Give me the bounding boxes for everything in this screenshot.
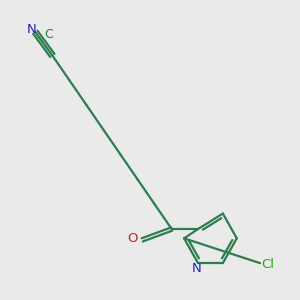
Text: Cl: Cl (261, 258, 274, 271)
Text: N: N (27, 22, 37, 36)
Text: C: C (44, 28, 53, 41)
Text: N: N (192, 262, 201, 275)
Text: O: O (127, 232, 138, 245)
